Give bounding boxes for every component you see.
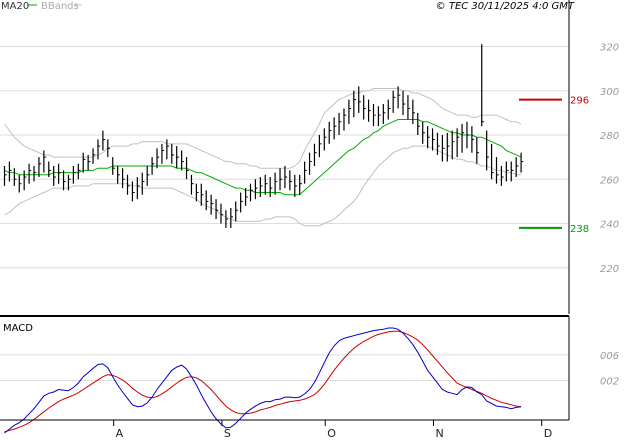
legend-bbands: BBands (41, 1, 79, 12)
x-tick-label: O (327, 427, 336, 440)
bollinger-lower-line (4, 145, 522, 227)
level-lines: 296 238 (519, 96, 589, 235)
macd-line (4, 327, 522, 434)
x-tick-label: D (544, 427, 552, 440)
resistance-label: 296 (570, 96, 589, 107)
header-info: © TEC 30/11/2025 4:0 GMT (436, 1, 575, 12)
macd-grid (0, 354, 569, 381)
price-y-tick-label: 240 (600, 220, 619, 231)
bollinger-bands (4, 88, 522, 227)
price-panel-frame (0, 0, 569, 314)
ma20-line (4, 119, 522, 196)
price-y-ticks: 220 240 260 280 300 320 (600, 43, 619, 275)
macd-signal-line (4, 330, 522, 433)
macd-y-tick-label: 006 (600, 351, 619, 362)
price-y-tick-label: 220 (600, 264, 619, 275)
price-y-tick-label: 280 (600, 131, 619, 142)
bollinger-upper-line (4, 88, 522, 169)
macd-lines (4, 327, 522, 434)
legend-ma20: MA20 (1, 1, 29, 12)
x-tick-label: A (116, 427, 124, 440)
ma20-polyline (4, 119, 522, 196)
x-tick-label: N (435, 427, 443, 440)
support-label: 238 (570, 224, 589, 235)
price-y-tick-label: 320 (600, 43, 619, 54)
macd-y-ticks: 002 006 (600, 351, 619, 388)
macd-y-tick-label: 002 (600, 377, 619, 388)
price-y-tick-label: 300 (600, 87, 619, 98)
price-y-tick-label: 260 (600, 175, 619, 186)
x-tick-label: S (224, 427, 231, 440)
price-bars (3, 44, 524, 228)
macd-title: MACD (3, 323, 33, 334)
